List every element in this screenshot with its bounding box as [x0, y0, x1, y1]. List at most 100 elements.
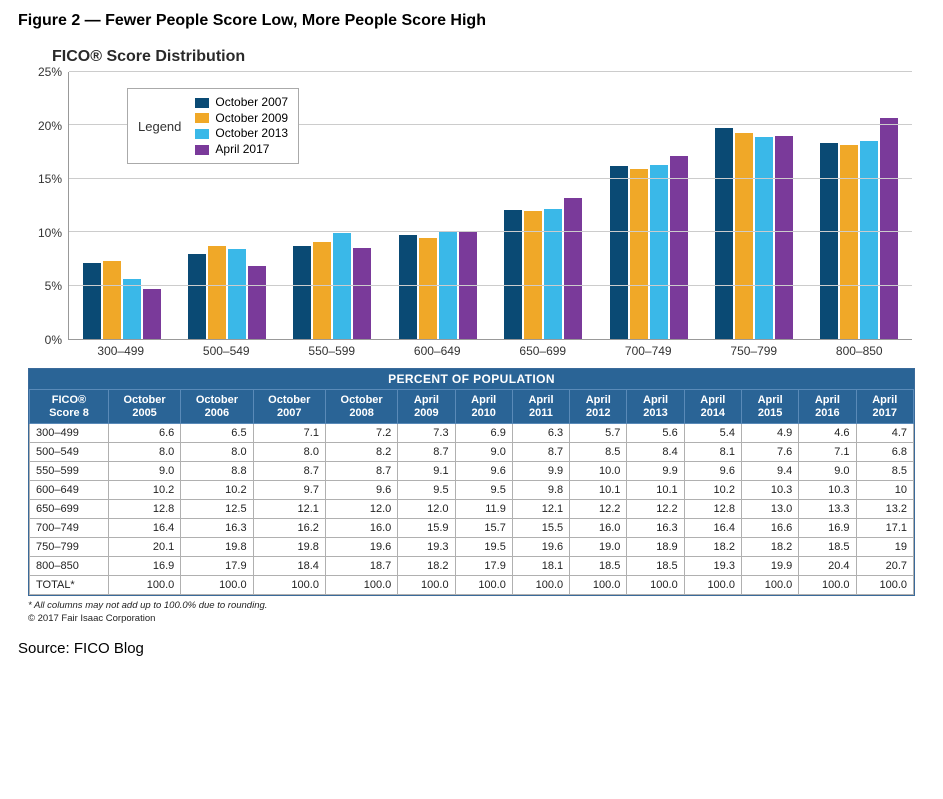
cell: 100.0 [570, 576, 627, 595]
footnote-copyright: © 2017 Fair Isaac Corporation [28, 613, 915, 626]
bar [143, 289, 161, 339]
chart-area: 0%5%10%15%20%25% Legend October 2007Octo… [28, 72, 918, 362]
bar [820, 143, 838, 340]
bar [880, 118, 898, 339]
cell: 8.7 [325, 462, 397, 481]
column-header: April2012 [570, 390, 627, 424]
y-tick-label: 20% [38, 119, 62, 133]
bar [208, 246, 226, 339]
table-row: 650–69912.812.512.112.012.011.912.112.21… [30, 500, 914, 519]
column-header: April2011 [512, 390, 569, 424]
bar [630, 169, 648, 339]
y-tick-label: 25% [38, 65, 62, 79]
cell: 8.7 [398, 443, 455, 462]
bar [650, 165, 668, 339]
bar [103, 261, 121, 339]
column-header: April2016 [799, 390, 856, 424]
legend-label: October 2013 [215, 126, 288, 142]
table-row: 750–79920.119.819.819.619.319.519.619.01… [30, 538, 914, 557]
cell: 7.3 [398, 424, 455, 443]
cell: 10.1 [627, 481, 684, 500]
bar [83, 263, 101, 339]
gridline [69, 231, 912, 232]
row-label: 550–599 [30, 462, 109, 481]
gridline [69, 71, 912, 72]
table-row: 800–85016.917.918.418.718.217.918.118.51… [30, 557, 914, 576]
column-header: October2006 [181, 390, 253, 424]
cell: 9.5 [455, 481, 512, 500]
bar [755, 137, 773, 339]
legend-swatch [195, 113, 209, 123]
cell: 16.3 [181, 519, 253, 538]
cell: 100.0 [253, 576, 325, 595]
cell: 10.0 [570, 462, 627, 481]
table-row: 700–74916.416.316.216.015.915.715.516.01… [30, 519, 914, 538]
bar [544, 209, 562, 339]
cell: 9.0 [455, 443, 512, 462]
cell: 16.9 [799, 519, 856, 538]
cell: 8.0 [253, 443, 325, 462]
cell: 19.3 [398, 538, 455, 557]
row-label: 750–799 [30, 538, 109, 557]
cell: 100.0 [627, 576, 684, 595]
cell: 9.4 [741, 462, 798, 481]
cell: 16.9 [108, 557, 180, 576]
bar [715, 128, 733, 339]
cell: 8.5 [570, 443, 627, 462]
bar [399, 235, 417, 339]
chart-title: FICO® Score Distribution [52, 48, 925, 66]
cell: 9.0 [799, 462, 856, 481]
cell: 16.0 [570, 519, 627, 538]
cell: 12.5 [181, 500, 253, 519]
cell: 8.2 [325, 443, 397, 462]
cell: 6.9 [455, 424, 512, 443]
column-header: October2007 [253, 390, 325, 424]
cell: 9.9 [627, 462, 684, 481]
x-tick-label: 650–699 [490, 342, 596, 362]
cell: 12.1 [253, 500, 325, 519]
x-tick-label: 800–850 [807, 342, 913, 362]
cell: 9.6 [325, 481, 397, 500]
cell: 8.0 [181, 443, 253, 462]
cell: 18.9 [627, 538, 684, 557]
cell: 5.7 [570, 424, 627, 443]
bar [775, 136, 793, 339]
cell: 9.5 [398, 481, 455, 500]
cell: 10.1 [570, 481, 627, 500]
cell: 8.8 [181, 462, 253, 481]
cell: 19.5 [455, 538, 512, 557]
table-row: 600–64910.210.29.79.69.59.59.810.110.110… [30, 481, 914, 500]
legend-title: Legend [138, 119, 185, 134]
cell: 9.6 [684, 462, 741, 481]
cell: 18.5 [799, 538, 856, 557]
row-label: TOTAL* [30, 576, 109, 595]
x-tick-label: 300–499 [68, 342, 174, 362]
cell: 16.4 [684, 519, 741, 538]
cell: 10.2 [108, 481, 180, 500]
column-header: April2017 [856, 390, 913, 424]
row-label: 700–749 [30, 519, 109, 538]
column-header: October2005 [108, 390, 180, 424]
x-tick-label: 750–799 [701, 342, 807, 362]
figure-title: Figure 2 — Fewer People Score Low, More … [18, 12, 925, 30]
row-label: 600–649 [30, 481, 109, 500]
column-header: April2009 [398, 390, 455, 424]
column-header: April2015 [741, 390, 798, 424]
bar [860, 141, 878, 339]
cell: 20.7 [856, 557, 913, 576]
cell: 16.2 [253, 519, 325, 538]
cell: 5.4 [684, 424, 741, 443]
cell: 16.3 [627, 519, 684, 538]
cell: 18.2 [398, 557, 455, 576]
cell: 18.7 [325, 557, 397, 576]
table-banner: PERCENT OF POPULATION [29, 369, 914, 389]
cell: 8.7 [512, 443, 569, 462]
legend-swatch [195, 98, 209, 108]
legend-label: October 2007 [215, 95, 288, 111]
cell: 100.0 [398, 576, 455, 595]
gridline [69, 285, 912, 286]
cell: 7.6 [741, 443, 798, 462]
cell: 19.8 [253, 538, 325, 557]
legend-item: October 2007 [195, 95, 288, 111]
table-row: 550–5999.08.88.78.79.19.69.910.09.99.69.… [30, 462, 914, 481]
